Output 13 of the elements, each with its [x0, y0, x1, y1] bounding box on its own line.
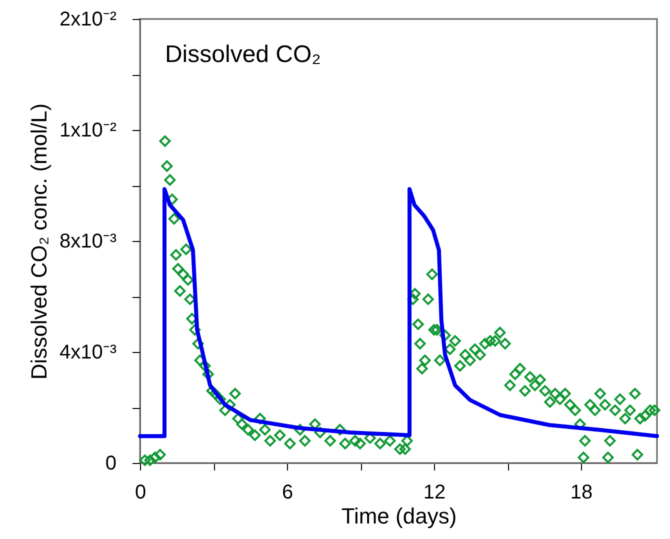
y-axis-title: Dissolved CO₂ conc. (mol/L) — [26, 103, 52, 380]
x-tick-label: 12 — [423, 482, 446, 504]
y-tick-label: 1x10⁻² — [59, 120, 117, 142]
y-tick-label: 4x10⁻³ — [59, 342, 117, 364]
y-tick-label: 0 — [105, 452, 116, 474]
y-tick-label: 2x10⁻² — [59, 8, 117, 30]
x-axis-title: Time (days) — [341, 504, 457, 528]
line-series — [138, 187, 659, 438]
x-tick-label: 18 — [570, 482, 593, 504]
text: Dissolved CO₂ — [164, 41, 321, 68]
x-tick-label: 6 — [282, 482, 294, 504]
x-tick-label: 0 — [134, 482, 146, 504]
y-tick-label: 8x10⁻³ — [59, 230, 117, 252]
